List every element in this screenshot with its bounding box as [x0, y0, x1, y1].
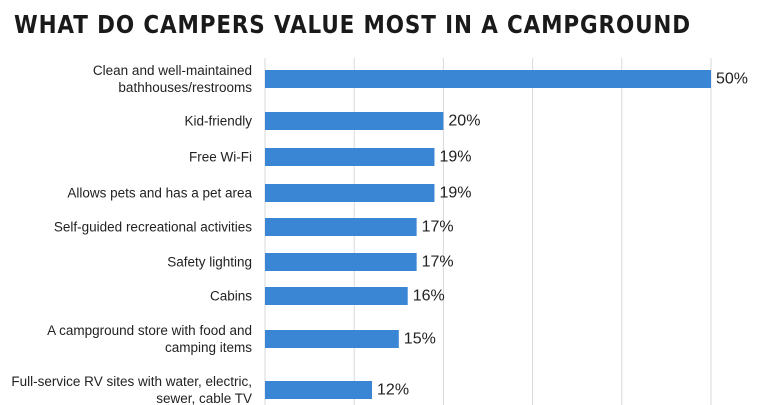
category-label-1: Kid-friendly	[184, 114, 252, 129]
value-label-7: 15%	[404, 331, 436, 348]
category-label-line: Clean and well-maintained	[93, 63, 252, 78]
value-label-6: 16%	[413, 288, 445, 305]
category-label-line: Full-service RV sites with water, electr…	[11, 374, 252, 389]
value-labels: 50% 20% 19% 19% 17% 17% 16% 15% 12%	[377, 71, 748, 399]
category-label-line: Allows pets and has a pet area	[67, 186, 252, 201]
category-labels: Clean and well-maintained bathhouses/rest…	[11, 63, 252, 405]
chart-title: WHAT DO CAMPERS VALUE MOST IN A CAMPGROU…	[14, 10, 691, 39]
bar-3	[265, 184, 435, 202]
category-label-4: Self-guided recreational activities	[54, 220, 252, 235]
bar-1	[265, 112, 444, 130]
category-label-6: Cabins	[210, 289, 252, 304]
category-label-8: Full-service RV sites with water, electr…	[11, 374, 252, 405]
bar-4	[265, 218, 417, 236]
category-label-line: camping items	[165, 340, 252, 355]
bar-7	[265, 330, 399, 348]
category-label-line: bathhouses/restrooms	[118, 80, 252, 95]
value-label-4: 17%	[422, 219, 454, 236]
category-label-line: sewer, cable TV	[156, 391, 252, 405]
bar-0	[265, 70, 711, 88]
category-label-0: Clean and well-maintained bathhouses/rest…	[93, 63, 252, 95]
value-label-3: 19%	[439, 185, 471, 202]
value-label-0: 50%	[716, 71, 748, 88]
bar-8	[265, 381, 373, 399]
bar-6	[265, 287, 408, 305]
bars	[265, 70, 711, 399]
value-label-5: 17%	[422, 254, 454, 271]
category-label-line: Kid-friendly	[184, 114, 252, 129]
value-label-1: 20%	[448, 113, 480, 130]
category-label-line: Safety lighting	[167, 255, 252, 270]
category-label-line: Free Wi-Fi	[189, 150, 252, 165]
bar-2	[265, 148, 435, 166]
bar-5	[265, 253, 417, 271]
category-label-5: Safety lighting	[167, 255, 252, 270]
category-label-7: A campground store with food and camping …	[47, 323, 252, 355]
category-label-line: Cabins	[210, 289, 252, 304]
category-label-3: Allows pets and has a pet area	[67, 186, 252, 201]
category-label-line: A campground store with food and	[47, 323, 252, 338]
category-label-2: Free Wi-Fi	[189, 150, 252, 165]
category-label-line: Self-guided recreational activities	[54, 220, 252, 235]
value-label-8: 12%	[377, 382, 409, 399]
value-label-2: 19%	[439, 149, 471, 166]
